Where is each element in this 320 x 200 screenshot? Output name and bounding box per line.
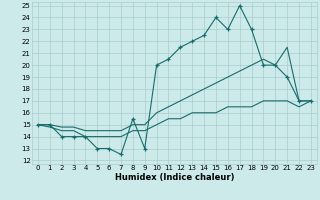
X-axis label: Humidex (Indice chaleur): Humidex (Indice chaleur) <box>115 173 234 182</box>
